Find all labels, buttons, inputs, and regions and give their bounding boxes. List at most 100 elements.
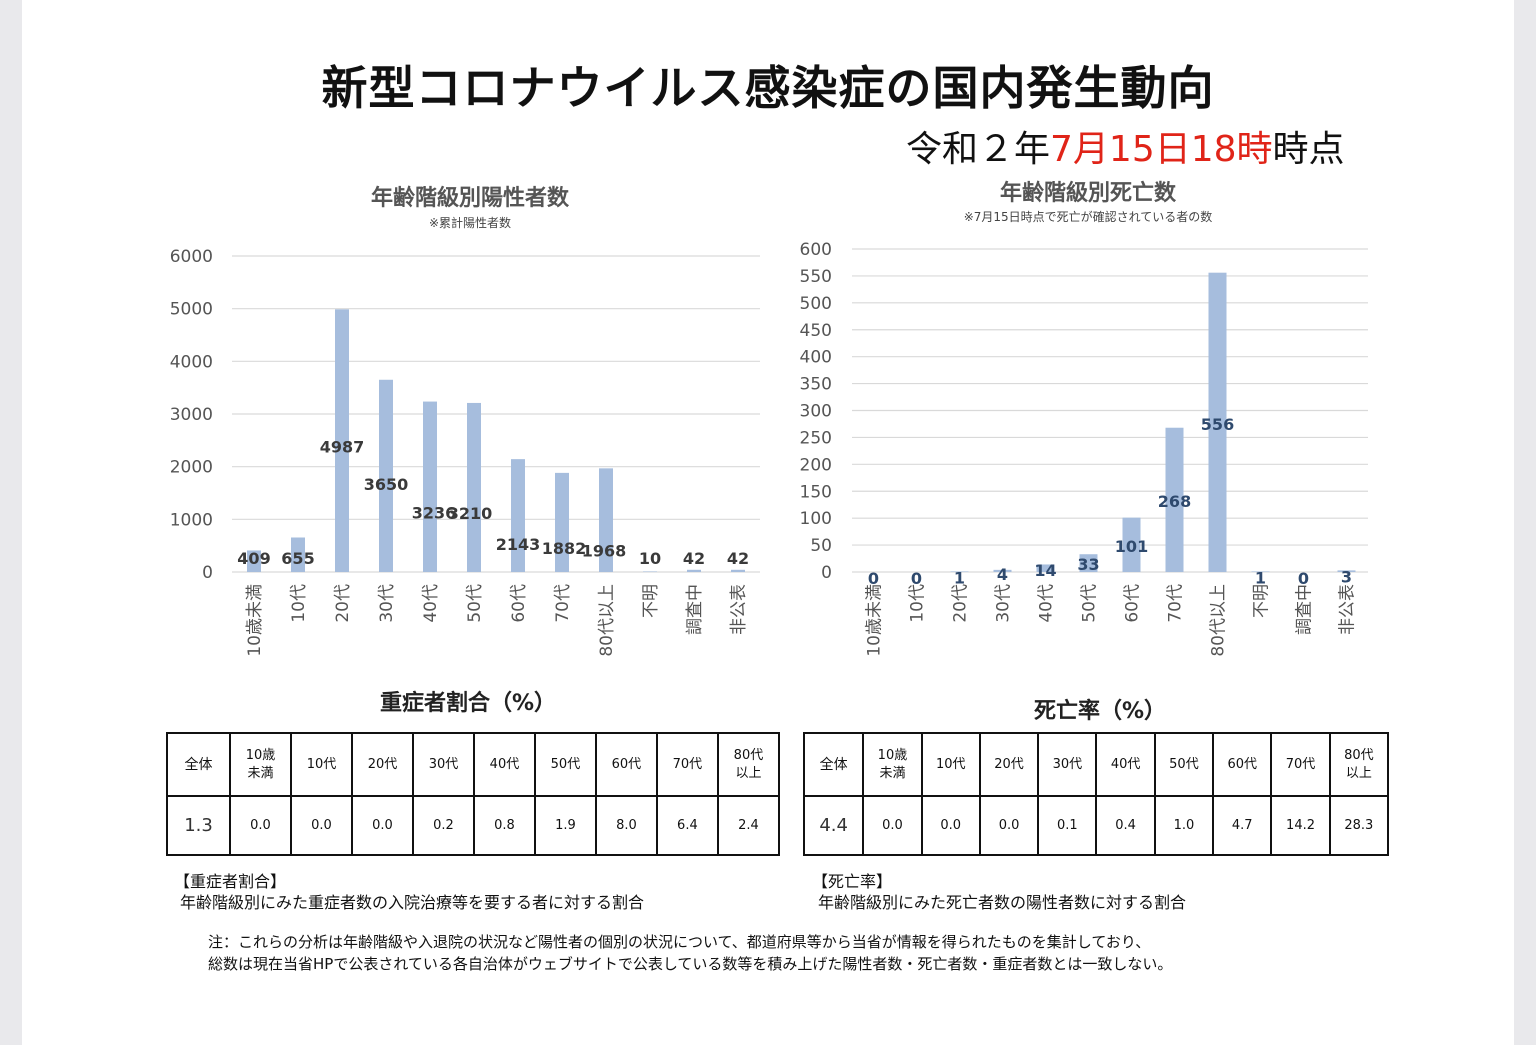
y-tick-label: 4000 xyxy=(170,352,213,372)
x-category-label: 50代 xyxy=(465,584,485,623)
x-category-label: 不明 xyxy=(641,584,661,618)
death-header-row: 全体 10歳 未満 10代 20代 30代 40代 50代 60代 70代 80代 以上 xyxy=(802,732,1390,797)
data-label: 556 xyxy=(1201,415,1234,434)
chart1-title: 年齢階級別陽性者数 xyxy=(370,186,569,211)
table-header-cell: 10歳 未満 xyxy=(862,732,923,797)
table-value-cell: 0.0 xyxy=(229,795,292,856)
bar xyxy=(1079,554,1098,572)
x-category-label: 30代 xyxy=(377,584,397,623)
x-category-label: 不明 xyxy=(1252,584,1272,618)
table-header-cell: 40代 xyxy=(1095,732,1156,797)
bar xyxy=(379,379,393,572)
bar xyxy=(1122,517,1141,572)
y-tick-label: 1000 xyxy=(170,510,213,530)
chart2-title: 年齢階級別死亡数 xyxy=(999,181,1176,206)
x-category-label: 40代 xyxy=(421,584,441,623)
x-category-label: 10代 xyxy=(289,584,309,623)
x-category-label: 40代 xyxy=(1037,584,1057,623)
y-tick-label: 0 xyxy=(821,563,832,583)
table-header-cell: 全体 xyxy=(165,732,232,797)
bar xyxy=(291,537,305,572)
y-tick-label: 300 xyxy=(800,402,832,422)
x-category-label: 20代 xyxy=(333,584,353,623)
death-value-row: 4.4 0.0 0.0 0.0 0.1 0.4 1.0 4.7 14.2 28.3 xyxy=(802,795,1390,856)
data-label: 4 xyxy=(997,565,1008,584)
death-rate-table: 全体 10歳 未満 10代 20代 30代 40代 50代 60代 70代 80代 以上 4.4 0.0… xyxy=(802,732,1390,856)
x-category-label: 60代 xyxy=(1123,584,1143,623)
y-tick-label: 600 xyxy=(800,240,832,260)
bar xyxy=(335,309,349,572)
y-tick-label: 450 xyxy=(800,321,832,341)
y-tick-label: 0 xyxy=(202,563,213,583)
table-header-cell: 10代 xyxy=(290,732,353,797)
table-header-cell: 80代 以上 xyxy=(716,732,781,797)
table-value-cell: 0.4 xyxy=(1095,795,1156,856)
y-tick-label: 50 xyxy=(810,536,832,556)
severe-value-row: 1.3 0.0 0.0 0.0 0.2 0.8 1.9 8.0 6.4 2.4 xyxy=(165,795,781,856)
data-label: 3210 xyxy=(448,504,493,523)
bar xyxy=(1036,564,1055,572)
y-tick-label: 550 xyxy=(800,267,832,287)
death-note-heading: 【死亡率】 xyxy=(812,872,893,891)
table-value-cell: 0.0 xyxy=(862,795,923,856)
table-header-cell: 10歳 未満 xyxy=(229,732,292,797)
date-prefix: 令和２年 xyxy=(906,129,1051,170)
table-value-cell: 0.0 xyxy=(920,795,981,856)
data-label: 42 xyxy=(683,549,705,568)
data-label: 101 xyxy=(1115,537,1148,556)
table-header-cell: 80代 以上 xyxy=(1328,732,1390,797)
x-category-label: 調査中 xyxy=(685,584,705,635)
x-category-label: 10歳未満 xyxy=(865,584,885,657)
y-tick-label: 2000 xyxy=(170,458,213,478)
table-header-cell: 40代 xyxy=(472,732,536,797)
page-title: 新型コロナウイルス感染症の国内発生動向 xyxy=(321,61,1215,115)
y-tick-label: 6000 xyxy=(170,247,213,267)
bar xyxy=(247,550,261,572)
table-header-cell: 60代 xyxy=(1212,732,1273,797)
severe-rate-table: 全体 10歳 未満 10代 20代 30代 40代 50代 60代 70代 80代 以上 1.3 0.0… xyxy=(165,732,781,856)
y-tick-label: 100 xyxy=(800,509,832,529)
chart1-subtitle: ※累計陽性者数 xyxy=(428,216,512,230)
data-label: 1 xyxy=(1255,568,1266,587)
bar xyxy=(1337,570,1356,572)
y-tick-label: 200 xyxy=(800,455,832,475)
data-label: 42 xyxy=(727,549,749,568)
y-tick-label: 350 xyxy=(800,375,832,395)
table-value-cell: 0.2 xyxy=(411,795,475,856)
table-header-cell: 20代 xyxy=(978,732,1040,797)
date-highlight: 7月15日18時 xyxy=(1050,129,1273,170)
data-label: 1 xyxy=(954,568,965,587)
x-category-label: 非公表 xyxy=(1338,584,1358,635)
x-category-label: 非公表 xyxy=(729,584,749,635)
footnote: 注：これらの分析は年齢階級や入退院の状況など陽性者の個別の状況について、都道府県… xyxy=(208,931,1172,975)
date-suffix: 時点 xyxy=(1272,129,1345,170)
bar xyxy=(687,569,701,572)
severe-header-row: 全体 10歳 未満 10代 20代 30代 40代 50代 60代 70代 80代 以上 xyxy=(165,732,781,797)
data-label: 0 xyxy=(1298,569,1309,588)
table-value-cell: 2.4 xyxy=(716,795,781,856)
data-label: 655 xyxy=(281,549,314,568)
table-value-cell: 0.0 xyxy=(978,795,1040,856)
y-tick-label: 250 xyxy=(800,428,832,448)
data-label: 0 xyxy=(911,569,922,588)
bar xyxy=(993,569,1012,572)
x-category-label: 調査中 xyxy=(1295,584,1315,635)
data-label: 3650 xyxy=(364,475,409,494)
table-value-cell: 6.4 xyxy=(655,795,719,856)
x-category-label: 80代以上 xyxy=(1209,584,1229,657)
bar xyxy=(467,402,481,572)
x-category-label: 50代 xyxy=(1080,584,1100,623)
chart2-subtitle: ※7月15日時点で死亡が確認されている者の数 xyxy=(963,210,1213,224)
table-value-cell: 0.0 xyxy=(350,795,414,856)
x-category-label: 80代以上 xyxy=(597,584,617,657)
table-header-cell: 70代 xyxy=(1270,732,1331,797)
y-tick-label: 150 xyxy=(800,482,832,502)
data-label: 0 xyxy=(868,569,879,588)
x-category-label: 10代 xyxy=(908,584,928,623)
y-tick-label: 400 xyxy=(800,348,832,368)
table-header-cell: 70代 xyxy=(655,732,719,797)
table-header-cell: 30代 xyxy=(1037,732,1098,797)
table-value-cell: 1.0 xyxy=(1153,795,1215,856)
severe-note-heading: 【重症者割合】 xyxy=(174,872,287,891)
